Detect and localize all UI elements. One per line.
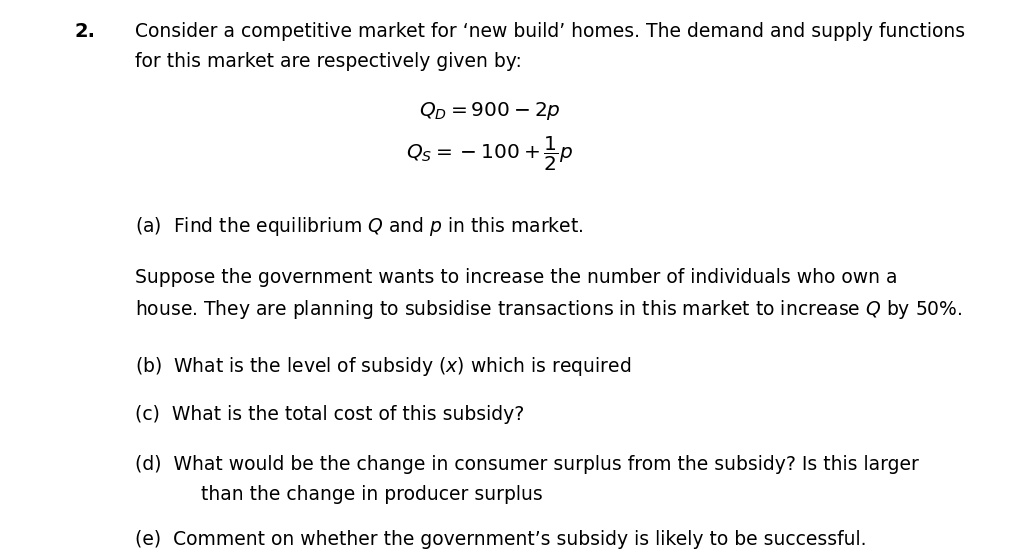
Text: $Q_S = -100 + \dfrac{1}{2}p$: $Q_S = -100 + \dfrac{1}{2}p$ bbox=[406, 135, 574, 173]
Text: for this market are respectively given by:: for this market are respectively given b… bbox=[135, 52, 522, 71]
Text: $Q_D = 900 - 2p$: $Q_D = 900 - 2p$ bbox=[419, 100, 561, 122]
Text: (d)  What would be the change in consumer surplus from the subsidy? Is this larg: (d) What would be the change in consumer… bbox=[135, 455, 919, 474]
Text: 2.: 2. bbox=[75, 22, 96, 41]
Text: (b)  What is the level of subsidy $(x)$ which is required: (b) What is the level of subsidy $(x)$ w… bbox=[135, 355, 631, 378]
Text: Consider a competitive market for ‘new build’ homes. The demand and supply funct: Consider a competitive market for ‘new b… bbox=[135, 22, 966, 41]
Text: (c)  What is the total cost of this subsidy?: (c) What is the total cost of this subsi… bbox=[135, 405, 524, 424]
Text: than the change in producer surplus: than the change in producer surplus bbox=[135, 485, 542, 504]
Text: (e)  Comment on whether the government’s subsidy is likely to be successful.: (e) Comment on whether the government’s … bbox=[135, 530, 867, 549]
Text: house. They are planning to subsidise transactions in this market to increase $Q: house. They are planning to subsidise tr… bbox=[135, 298, 963, 321]
Text: (a)  Find the equilibrium $Q$ and $p$ in this market.: (a) Find the equilibrium $Q$ and $p$ in … bbox=[135, 215, 584, 238]
Text: Suppose the government wants to increase the number of individuals who own a: Suppose the government wants to increase… bbox=[135, 268, 898, 287]
